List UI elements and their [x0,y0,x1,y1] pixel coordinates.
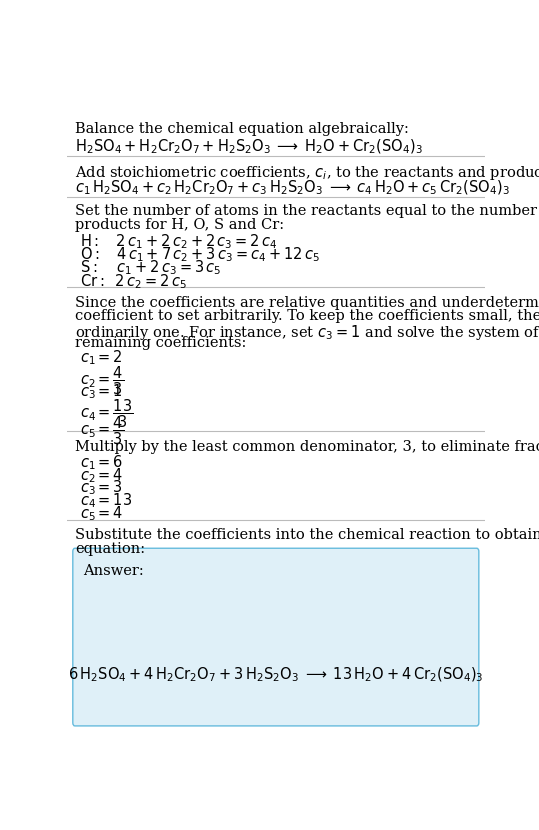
Text: $c_4 = 13$: $c_4 = 13$ [80,491,132,510]
Text: Substitute the coefficients into the chemical reaction to obtain the balanced: Substitute the coefficients into the che… [75,529,539,543]
Text: $\mathrm{H:\quad}2\,c_1 + 2\,c_2 + 2\,c_3 = 2\,c_4$: $\mathrm{H:\quad}2\,c_1 + 2\,c_2 + 2\,c_… [80,232,277,251]
Text: $\mathrm{Cr:\;\;}2\,c_2 = 2\,c_5$: $\mathrm{Cr:\;\;}2\,c_2 = 2\,c_5$ [80,272,186,290]
Text: $c_4 = \dfrac{13}{3}$: $c_4 = \dfrac{13}{3}$ [80,398,134,430]
Text: ordinarily one. For instance, set $c_3 = 1$ and solve the system of equations fo: ordinarily one. For instance, set $c_3 =… [75,323,539,342]
Text: $c_5 = \dfrac{4}{3}$: $c_5 = \dfrac{4}{3}$ [80,415,124,447]
Text: Multiply by the least common denominator, 3, to eliminate fractional coefficient: Multiply by the least common denominator… [75,440,539,454]
Text: $\mathrm{H_2SO_4 + H_2Cr_2O_7 + H_2S_2O_3 \;\longrightarrow\; H_2O + Cr_2(SO_4)_: $\mathrm{H_2SO_4 + H_2Cr_2O_7 + H_2S_2O_… [75,138,423,156]
Text: $c_3 = 1$: $c_3 = 1$ [80,382,123,401]
Text: $c_5 = 4$: $c_5 = 4$ [80,504,123,523]
Text: Answer:: Answer: [83,564,144,579]
Text: $c_3 = 3$: $c_3 = 3$ [80,479,123,497]
Text: Set the number of atoms in the reactants equal to the number of atoms in the: Set the number of atoms in the reactants… [75,204,539,218]
Text: Since the coefficients are relative quantities and underdetermined, choose a: Since the coefficients are relative quan… [75,295,539,310]
Text: $c_2 = \dfrac{4}{3}$: $c_2 = \dfrac{4}{3}$ [80,365,124,398]
Text: Add stoichiometric coefficients, $c_i$, to the reactants and products:: Add stoichiometric coefficients, $c_i$, … [75,164,539,182]
Text: $6\,\mathrm{H_2SO_4} + 4\,\mathrm{H_2Cr_2O_7} + 3\,\mathrm{H_2S_2O_3} \;\longrig: $6\,\mathrm{H_2SO_4} + 4\,\mathrm{H_2Cr_… [68,666,484,684]
Text: remaining coefficients:: remaining coefficients: [75,336,246,350]
Text: Balance the chemical equation algebraically:: Balance the chemical equation algebraica… [75,122,409,136]
Text: $c_1\,\mathrm{H_2SO_4} + c_2\,\mathrm{H_2Cr_2O_7} + c_3\,\mathrm{H_2S_2O_3} \;\l: $c_1\,\mathrm{H_2SO_4} + c_2\,\mathrm{H_… [75,178,509,198]
Text: coefficient to set arbitrarily. To keep the coefficients small, the arbitrary va: coefficient to set arbitrarily. To keep … [75,310,539,323]
Text: $c_1 = 2$: $c_1 = 2$ [80,349,123,367]
Text: $c_1 = 6$: $c_1 = 6$ [80,453,123,471]
Text: $\mathrm{S:\quad}\,c_1 + 2\,c_3 = 3\,c_5$: $\mathrm{S:\quad}\,c_1 + 2\,c_3 = 3\,c_5… [80,259,222,277]
Text: products for H, O, S and Cr:: products for H, O, S and Cr: [75,217,284,232]
FancyBboxPatch shape [73,549,479,726]
Text: $c_2 = 4$: $c_2 = 4$ [80,466,123,485]
Text: $\mathrm{O:\quad}4\,c_1 + 7\,c_2 + 3\,c_3 = c_4 + 12\,c_5$: $\mathrm{O:\quad}4\,c_1 + 7\,c_2 + 3\,c_… [80,246,320,264]
Text: equation:: equation: [75,542,145,556]
